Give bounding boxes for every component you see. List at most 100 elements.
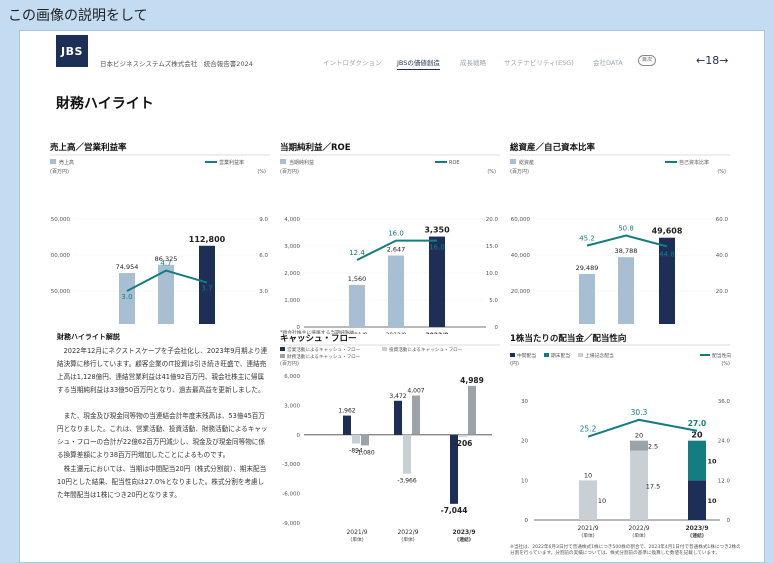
total-value-label: 20 bbox=[635, 432, 643, 440]
line-series bbox=[356, 239, 437, 261]
cash-flow-bar bbox=[394, 400, 402, 435]
segment-value-label: 17.5 bbox=[646, 482, 660, 490]
segment-value-label: 10 bbox=[707, 458, 717, 466]
y-tick-label: 0 bbox=[525, 518, 529, 524]
y-tick-label: 10 bbox=[521, 478, 528, 484]
bar-value-label: 86,325 bbox=[155, 255, 178, 263]
dividend-bar-segment bbox=[688, 440, 706, 481]
legend-bar-swatch bbox=[510, 159, 516, 164]
y-right-tick-label: 36.0 bbox=[718, 399, 731, 405]
cash-flow-bar bbox=[361, 434, 369, 446]
net-income-roe-chart: 当期純利益／ROE 当期純利益 ROE (百万円) (%) 0 1,000 2,000 3,00… bbox=[280, 142, 500, 334]
y-tick-label: 0 bbox=[297, 433, 301, 439]
y-tick-label: 0 bbox=[297, 325, 301, 331]
toc-button[interactable]: 目次 bbox=[638, 55, 656, 66]
bar bbox=[119, 273, 135, 324]
nav-value-creation[interactable]: JBSの価値創造 bbox=[397, 57, 440, 70]
x-tick-label: 2023/9 bbox=[452, 529, 475, 536]
y-right-tick-label: 10.0 bbox=[486, 271, 499, 277]
cash-flow-bar bbox=[343, 415, 351, 435]
line-value-label: 3.0 bbox=[121, 293, 132, 301]
y-tick-label: 40,000 bbox=[511, 253, 531, 259]
y-tick-label: -3,000 bbox=[282, 462, 300, 468]
x-tick-note: (連結) bbox=[690, 532, 704, 539]
unit-left: (百万円) bbox=[280, 361, 299, 367]
unit-right: (%) bbox=[717, 169, 726, 175]
legend-label: 財務活動によるキャッシュ・フロー bbox=[287, 353, 361, 360]
bar-value-label: 1,560 bbox=[348, 275, 367, 283]
x-tick-label: 2022/9 bbox=[397, 529, 418, 536]
chart-title: キャッシュ・フロー bbox=[280, 334, 357, 344]
line-value-label: 4.7 bbox=[160, 260, 171, 268]
line-value-label: 30.3 bbox=[631, 408, 648, 417]
cash-flow-bar bbox=[468, 385, 476, 435]
unit-left: (円) bbox=[510, 361, 519, 367]
bar bbox=[199, 245, 215, 324]
y-tick-label: -9,000 bbox=[282, 521, 300, 527]
bar-value-label: -1,080 bbox=[355, 449, 375, 456]
highlight-paragraph-2: また、現金及び現金同等物の当連結会計年度末残高は、53億45百万円となりました。… bbox=[57, 412, 268, 459]
x-tick-note: (単体) bbox=[350, 536, 363, 543]
legend-swatch bbox=[544, 353, 549, 357]
payout-ratio-line bbox=[587, 418, 698, 438]
nav-introduction[interactable]: イントロダクション bbox=[323, 59, 382, 67]
nav-company-data[interactable]: 会社DATA bbox=[593, 59, 623, 67]
bar bbox=[349, 284, 365, 327]
y-right-tick-label: 0 bbox=[495, 325, 499, 331]
y-tick-label: 150,000 bbox=[50, 217, 70, 223]
y-right-tick-label: 20.0 bbox=[716, 289, 729, 295]
chart-note-line: ※当社は、2022年6月3日付で普通株式1株につき500株の割合で、2023年4… bbox=[510, 543, 740, 550]
y-tick-label: 4,000 bbox=[284, 217, 300, 223]
unit-right: (%) bbox=[487, 169, 496, 175]
legend-line-label: 営業利益率 bbox=[219, 159, 244, 166]
y-right-tick-label: 40.0 bbox=[716, 253, 729, 259]
prompt-text: この画像の説明をして bbox=[8, 8, 148, 24]
x-tick-label: 2022/9 bbox=[628, 525, 649, 532]
bar bbox=[388, 255, 404, 327]
x-tick-note: (単体) bbox=[581, 532, 594, 539]
line-value-label: 44.8 bbox=[659, 250, 675, 258]
nav-sustainability[interactable]: サステナビリティ(ESG) bbox=[504, 59, 574, 67]
bar bbox=[659, 237, 675, 324]
bar bbox=[158, 264, 174, 324]
line-value-label: 3.7 bbox=[201, 285, 212, 293]
document-page: JBS 日本ビジネスシステムズ株式会社 統合報告書2024 イントロダクション … bbox=[19, 30, 765, 563]
y-tick-label: 100,000 bbox=[50, 253, 70, 259]
y-right-tick-label: 12.0 bbox=[718, 478, 731, 484]
chart-title: 当期純利益／ROE bbox=[280, 142, 351, 153]
y-right-tick-label: 3.0 bbox=[259, 289, 268, 295]
bar-value-label: 74,954 bbox=[116, 263, 139, 271]
bar-value-label: -206 bbox=[454, 439, 473, 448]
y-tick-label: 50,000 bbox=[51, 289, 71, 295]
bar-value-label: -7,044 bbox=[441, 506, 468, 515]
y-tick-label: 20 bbox=[521, 439, 528, 445]
x-tick-label: 2021/9 bbox=[346, 529, 367, 536]
line-value-label: 12.4 bbox=[349, 249, 365, 257]
bar-value-label: 29,489 bbox=[576, 264, 599, 272]
bar-value-label: 3,350 bbox=[424, 226, 450, 235]
line-value-label: 25.2 bbox=[580, 425, 597, 434]
cash-flow-bar bbox=[412, 395, 420, 435]
legend-swatch bbox=[382, 347, 387, 351]
segment-value-label: 10 bbox=[707, 497, 717, 505]
cash-flow-bar bbox=[352, 434, 360, 444]
unit-left: (百万円) bbox=[280, 169, 299, 175]
unit-right: (%) bbox=[721, 361, 730, 367]
nav-growth-strategy[interactable]: 成長戦略 bbox=[460, 59, 486, 67]
y-tick-label: 3,000 bbox=[284, 244, 300, 250]
y-right-tick-label: 15.0 bbox=[486, 244, 499, 250]
line-value-label: 16.0 bbox=[388, 230, 404, 238]
x-tick-label: 2023/9 bbox=[685, 525, 708, 532]
total-value-label: 20 bbox=[691, 431, 703, 440]
x-tick-label: 2022/9 bbox=[385, 332, 406, 334]
unit-right: (%) bbox=[257, 169, 266, 175]
legend-line-label: ROE bbox=[449, 160, 460, 166]
line-value-label: 45.2 bbox=[579, 235, 595, 243]
page-indicator[interactable]: ←18→ bbox=[696, 54, 729, 67]
highlight-paragraph-3: 株主還元においては、当期は中間配当20円（株式分割前）、期末配当10円とした結果… bbox=[57, 465, 267, 499]
bar bbox=[579, 273, 595, 324]
legend-swatch bbox=[280, 347, 285, 351]
y-right-tick-label: 9.0 bbox=[259, 217, 268, 223]
dividend-bar-segment bbox=[630, 450, 648, 520]
